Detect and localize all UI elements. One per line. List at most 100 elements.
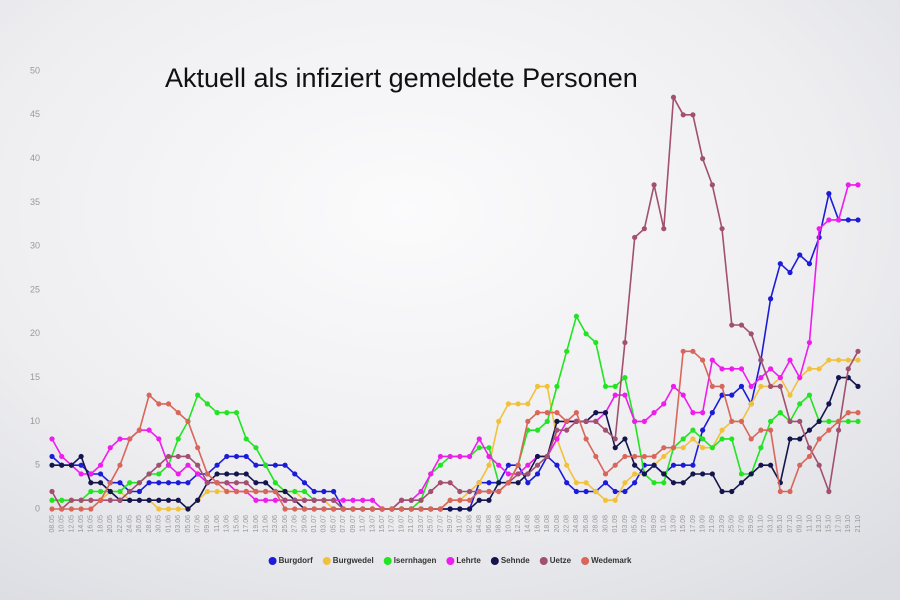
data-point (622, 339, 628, 346)
data-point (835, 217, 842, 223)
data-point (282, 462, 288, 468)
data-point (263, 462, 269, 468)
x-tick-label: 01.09 (612, 515, 619, 533)
data-point (59, 453, 65, 460)
data-point (777, 410, 783, 416)
data-point (738, 471, 745, 477)
x-tick-label: 16.08 (534, 515, 541, 533)
data-point (117, 462, 123, 468)
data-point (195, 445, 201, 451)
x-tick-label: 14.08 (525, 515, 532, 533)
data-point (661, 471, 667, 477)
data-point (564, 427, 570, 433)
data-point (156, 401, 162, 407)
data-point (534, 471, 541, 477)
data-point (418, 488, 424, 495)
data-point (690, 462, 696, 468)
data-point (331, 497, 337, 503)
x-tick-label: 23.06 (272, 515, 279, 533)
data-point (534, 462, 541, 468)
data-point (340, 497, 346, 503)
data-point (602, 471, 609, 477)
data-point (651, 410, 657, 416)
data-point (564, 348, 570, 354)
data-point (321, 506, 327, 512)
legend-label: Burgdorf (279, 556, 314, 565)
data-point (826, 217, 832, 223)
data-point (806, 261, 813, 267)
x-tick-label: 13.10 (816, 515, 823, 533)
data-point (214, 462, 220, 468)
data-point (301, 497, 308, 503)
data-point (263, 497, 269, 503)
data-point (185, 453, 191, 460)
data-point (476, 480, 482, 486)
x-tick-label: 11.06 (214, 515, 221, 532)
x-tick-label: 30.08 (602, 515, 609, 533)
data-point (224, 488, 230, 495)
data-point (389, 506, 395, 512)
data-point (632, 471, 638, 477)
y-tick-label: 45 (30, 109, 40, 119)
data-point (709, 182, 715, 188)
x-tick-label: 08.05 (49, 515, 56, 533)
legend-marker (490, 557, 499, 565)
data-point (709, 383, 715, 389)
legend-marker (322, 557, 331, 565)
data-point (321, 488, 327, 495)
data-point (554, 418, 560, 424)
data-point (398, 506, 405, 512)
x-tick-label: 11.09 (661, 515, 668, 532)
data-point (369, 506, 376, 512)
data-point (253, 445, 259, 451)
data-point (738, 383, 745, 389)
data-point (690, 471, 696, 477)
data-point (204, 488, 210, 495)
x-tick-label: 19.07 (398, 515, 405, 533)
data-point (369, 497, 376, 503)
data-point (661, 480, 667, 486)
data-point (466, 497, 473, 503)
x-tick-label: 07.09 (641, 515, 648, 533)
data-point (165, 497, 172, 503)
x-tick-label: 25.07 (428, 515, 435, 533)
x-tick-label: 07.06 (195, 515, 202, 533)
legend-label: Wedemark (591, 556, 632, 565)
data-point (515, 471, 521, 477)
data-point (253, 462, 259, 468)
data-point (826, 357, 832, 363)
data-point (272, 480, 278, 486)
data-point (758, 445, 764, 451)
x-tick-label: 17.10 (835, 515, 842, 533)
data-point (826, 427, 832, 433)
x-tick-label: 18.08 (544, 515, 551, 533)
data-point (622, 480, 628, 486)
data-point (602, 427, 609, 433)
data-point (331, 506, 337, 512)
data-point (272, 462, 278, 468)
data-point (321, 497, 327, 503)
data-point (641, 418, 647, 424)
data-point (496, 488, 502, 495)
data-point (107, 488, 113, 495)
x-tick-label: 09.10 (797, 515, 804, 533)
data-point (700, 156, 706, 162)
data-point (486, 488, 492, 495)
data-point (136, 480, 142, 486)
data-point (156, 471, 162, 477)
data-point (709, 410, 715, 416)
data-point (292, 497, 298, 503)
x-tick-label: 16.05 (88, 515, 95, 533)
data-point (156, 497, 162, 503)
data-point (855, 182, 861, 188)
x-tick-label: 29.06 (301, 515, 308, 533)
data-point (729, 392, 735, 398)
x-tick-label: 12.08 (515, 515, 522, 533)
legend-label: Lehrte (456, 556, 481, 565)
data-point (97, 497, 104, 503)
data-point (768, 366, 774, 372)
data-point (670, 445, 677, 451)
data-point (632, 418, 638, 424)
